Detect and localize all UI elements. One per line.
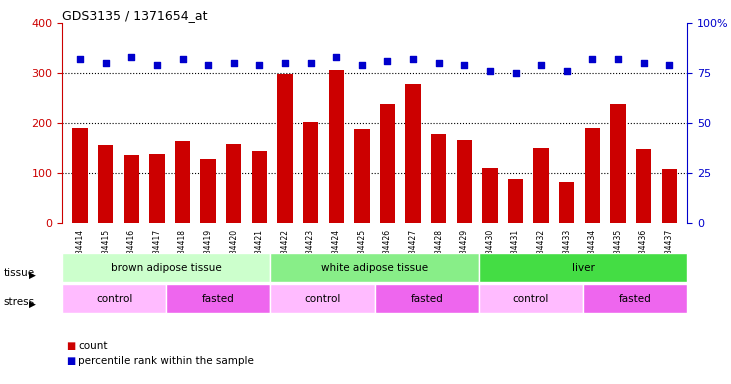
Text: stress: stress	[4, 297, 35, 307]
Bar	[479, 284, 583, 313]
Point	[586, 56, 598, 62]
Bar	[662, 169, 677, 223]
Bar	[149, 154, 164, 223]
Text: control: control	[304, 293, 341, 304]
Text: count: count	[78, 341, 107, 351]
Bar	[251, 151, 267, 223]
Bar	[303, 122, 318, 223]
Bar	[406, 84, 421, 223]
Bar	[636, 149, 651, 223]
Text: percentile rank within the sample: percentile rank within the sample	[78, 356, 254, 366]
Point	[458, 62, 470, 68]
Text: white adipose tissue: white adipose tissue	[321, 263, 428, 273]
Point	[561, 68, 572, 74]
Text: ■: ■	[66, 356, 75, 366]
Bar	[431, 134, 447, 223]
Point	[228, 60, 240, 66]
Point	[382, 58, 393, 64]
Text: tissue: tissue	[4, 268, 35, 278]
Text: GDS3135 / 1371654_at: GDS3135 / 1371654_at	[62, 9, 208, 22]
Text: fasted: fasted	[618, 293, 651, 304]
Point	[433, 60, 444, 66]
Bar	[62, 253, 270, 282]
Bar	[354, 129, 369, 223]
Point	[637, 60, 649, 66]
Bar	[479, 253, 687, 282]
Point	[151, 62, 163, 68]
Point	[100, 60, 112, 66]
Bar	[277, 74, 292, 223]
Point	[663, 62, 675, 68]
Text: ▶: ▶	[29, 300, 35, 309]
Bar	[270, 253, 479, 282]
Bar	[559, 182, 575, 223]
Bar	[270, 284, 374, 313]
Bar	[380, 104, 395, 223]
Point	[305, 60, 317, 66]
Bar	[585, 128, 600, 223]
Bar	[328, 71, 344, 223]
Text: ▶: ▶	[29, 270, 35, 280]
Bar	[72, 128, 88, 223]
Bar	[200, 159, 216, 223]
Bar	[98, 146, 113, 223]
Bar	[457, 141, 472, 223]
Bar	[62, 284, 167, 313]
Point	[126, 54, 137, 60]
Text: brown adipose tissue: brown adipose tissue	[111, 263, 221, 273]
Bar	[374, 284, 479, 313]
Point	[407, 56, 419, 62]
Point	[356, 62, 368, 68]
Text: fasted: fasted	[410, 293, 443, 304]
Point	[535, 62, 547, 68]
Point	[75, 56, 86, 62]
Point	[484, 68, 496, 74]
Bar	[124, 156, 139, 223]
Bar	[175, 141, 190, 223]
Point	[177, 56, 189, 62]
Point	[202, 62, 214, 68]
Point	[254, 62, 265, 68]
Bar	[482, 168, 498, 223]
Point	[510, 70, 521, 76]
Bar	[226, 144, 241, 223]
Text: liver: liver	[572, 263, 594, 273]
Bar	[610, 104, 626, 223]
Text: ■: ■	[66, 341, 75, 351]
Bar	[167, 284, 270, 313]
Text: control: control	[512, 293, 549, 304]
Point	[330, 54, 342, 60]
Point	[279, 60, 291, 66]
Point	[612, 56, 624, 62]
Bar	[583, 284, 687, 313]
Bar	[508, 179, 523, 223]
Text: fasted: fasted	[202, 293, 235, 304]
Bar	[534, 148, 549, 223]
Text: control: control	[96, 293, 132, 304]
